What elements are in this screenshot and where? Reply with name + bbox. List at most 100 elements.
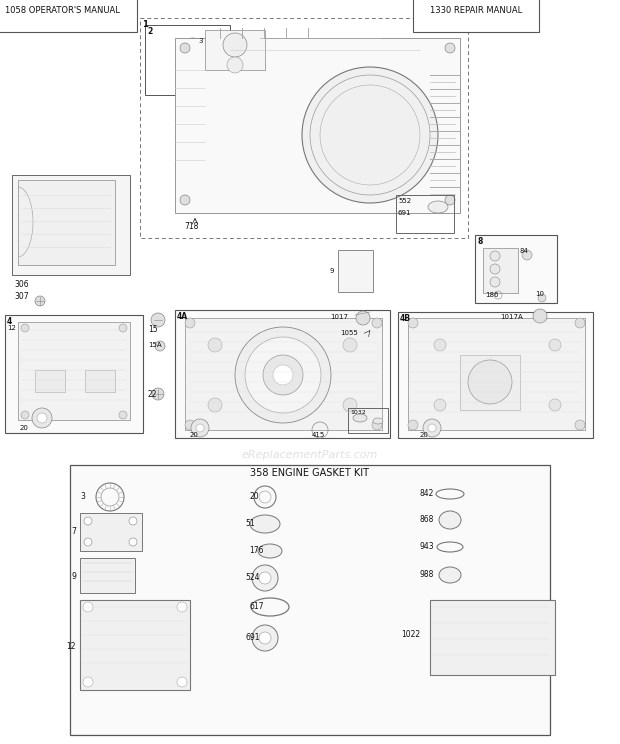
Circle shape	[522, 250, 532, 260]
Bar	[175, 310, 390, 438]
Circle shape	[245, 337, 321, 413]
Bar	[145, 25, 230, 95]
Circle shape	[490, 264, 500, 274]
Circle shape	[423, 419, 441, 437]
Circle shape	[252, 625, 278, 651]
Circle shape	[490, 251, 500, 261]
Polygon shape	[185, 318, 382, 430]
Bar	[348, 408, 388, 433]
Circle shape	[533, 309, 547, 323]
Text: 691: 691	[245, 633, 260, 642]
Text: 4A: 4A	[177, 312, 188, 321]
Bar	[475, 235, 557, 303]
Circle shape	[356, 311, 370, 325]
Text: 988: 988	[420, 570, 435, 579]
Text: 20: 20	[20, 425, 29, 431]
Circle shape	[434, 399, 446, 411]
Polygon shape	[18, 180, 115, 265]
Bar	[85, 370, 115, 392]
Text: 84: 84	[520, 248, 529, 254]
Circle shape	[21, 411, 29, 419]
Circle shape	[372, 420, 382, 430]
Polygon shape	[18, 322, 130, 420]
Bar	[398, 312, 593, 438]
Text: 1: 1	[142, 20, 148, 29]
Circle shape	[468, 360, 512, 404]
Circle shape	[155, 341, 165, 351]
Text: 3: 3	[80, 492, 85, 501]
Circle shape	[83, 677, 93, 687]
Circle shape	[575, 318, 585, 328]
Circle shape	[180, 43, 190, 53]
Circle shape	[188, 41, 198, 51]
Text: 718: 718	[184, 222, 198, 231]
Text: 415: 415	[312, 432, 326, 438]
Text: 1055: 1055	[340, 330, 358, 336]
Circle shape	[235, 327, 331, 423]
Circle shape	[259, 572, 271, 584]
Bar	[483, 248, 518, 293]
Bar	[80, 558, 135, 593]
Circle shape	[185, 38, 201, 54]
Text: 51: 51	[245, 519, 255, 528]
Circle shape	[252, 565, 278, 591]
Text: 176: 176	[249, 546, 264, 555]
Text: 186: 186	[485, 292, 498, 298]
Text: 20: 20	[420, 432, 429, 438]
Circle shape	[490, 277, 500, 287]
Text: 552: 552	[398, 198, 411, 204]
Circle shape	[129, 538, 137, 546]
Text: eReplacementParts.com: eReplacementParts.com	[242, 450, 378, 460]
Circle shape	[35, 296, 45, 306]
Circle shape	[32, 408, 52, 428]
Bar	[5, 315, 143, 433]
Circle shape	[343, 338, 357, 352]
Text: 8: 8	[477, 237, 482, 246]
Circle shape	[445, 195, 455, 205]
Bar	[338, 250, 373, 292]
Text: 842: 842	[420, 489, 435, 498]
Circle shape	[428, 424, 436, 432]
Circle shape	[37, 413, 47, 423]
Text: 3: 3	[198, 38, 203, 44]
Ellipse shape	[373, 418, 383, 424]
Text: 691: 691	[398, 210, 412, 216]
Circle shape	[196, 424, 204, 432]
Bar	[205, 30, 265, 70]
Circle shape	[549, 339, 561, 351]
Text: 1058 OPERATOR'S MANUAL: 1058 OPERATOR'S MANUAL	[5, 6, 120, 15]
Circle shape	[259, 632, 271, 644]
Circle shape	[21, 324, 29, 332]
Circle shape	[185, 420, 195, 430]
Text: 10: 10	[535, 291, 544, 297]
Bar	[430, 600, 555, 675]
Circle shape	[83, 602, 93, 612]
Circle shape	[575, 420, 585, 430]
Circle shape	[408, 318, 418, 328]
Bar	[140, 18, 468, 238]
Text: 12: 12	[66, 642, 76, 651]
Ellipse shape	[428, 201, 448, 213]
Text: 15: 15	[148, 325, 157, 334]
Text: 20: 20	[190, 432, 199, 438]
Text: 358 ENGINE GASKET KIT: 358 ENGINE GASKET KIT	[250, 468, 370, 478]
Text: 9: 9	[329, 268, 334, 274]
Text: 868: 868	[420, 515, 435, 524]
Text: 1032: 1032	[350, 410, 366, 415]
Bar	[80, 600, 190, 690]
Text: 306: 306	[14, 280, 29, 289]
Bar	[175, 38, 460, 213]
Text: 20: 20	[249, 492, 259, 501]
Circle shape	[119, 324, 127, 332]
Circle shape	[84, 517, 92, 525]
Text: 4B: 4B	[400, 314, 411, 323]
Circle shape	[208, 398, 222, 412]
Ellipse shape	[258, 544, 282, 558]
Circle shape	[208, 338, 222, 352]
Ellipse shape	[439, 511, 461, 529]
Text: 7: 7	[71, 527, 76, 536]
Bar	[70, 465, 550, 735]
Text: 12: 12	[7, 325, 16, 331]
Text: 1330 REPAIR MANUAL: 1330 REPAIR MANUAL	[430, 6, 522, 15]
Bar	[460, 355, 520, 410]
